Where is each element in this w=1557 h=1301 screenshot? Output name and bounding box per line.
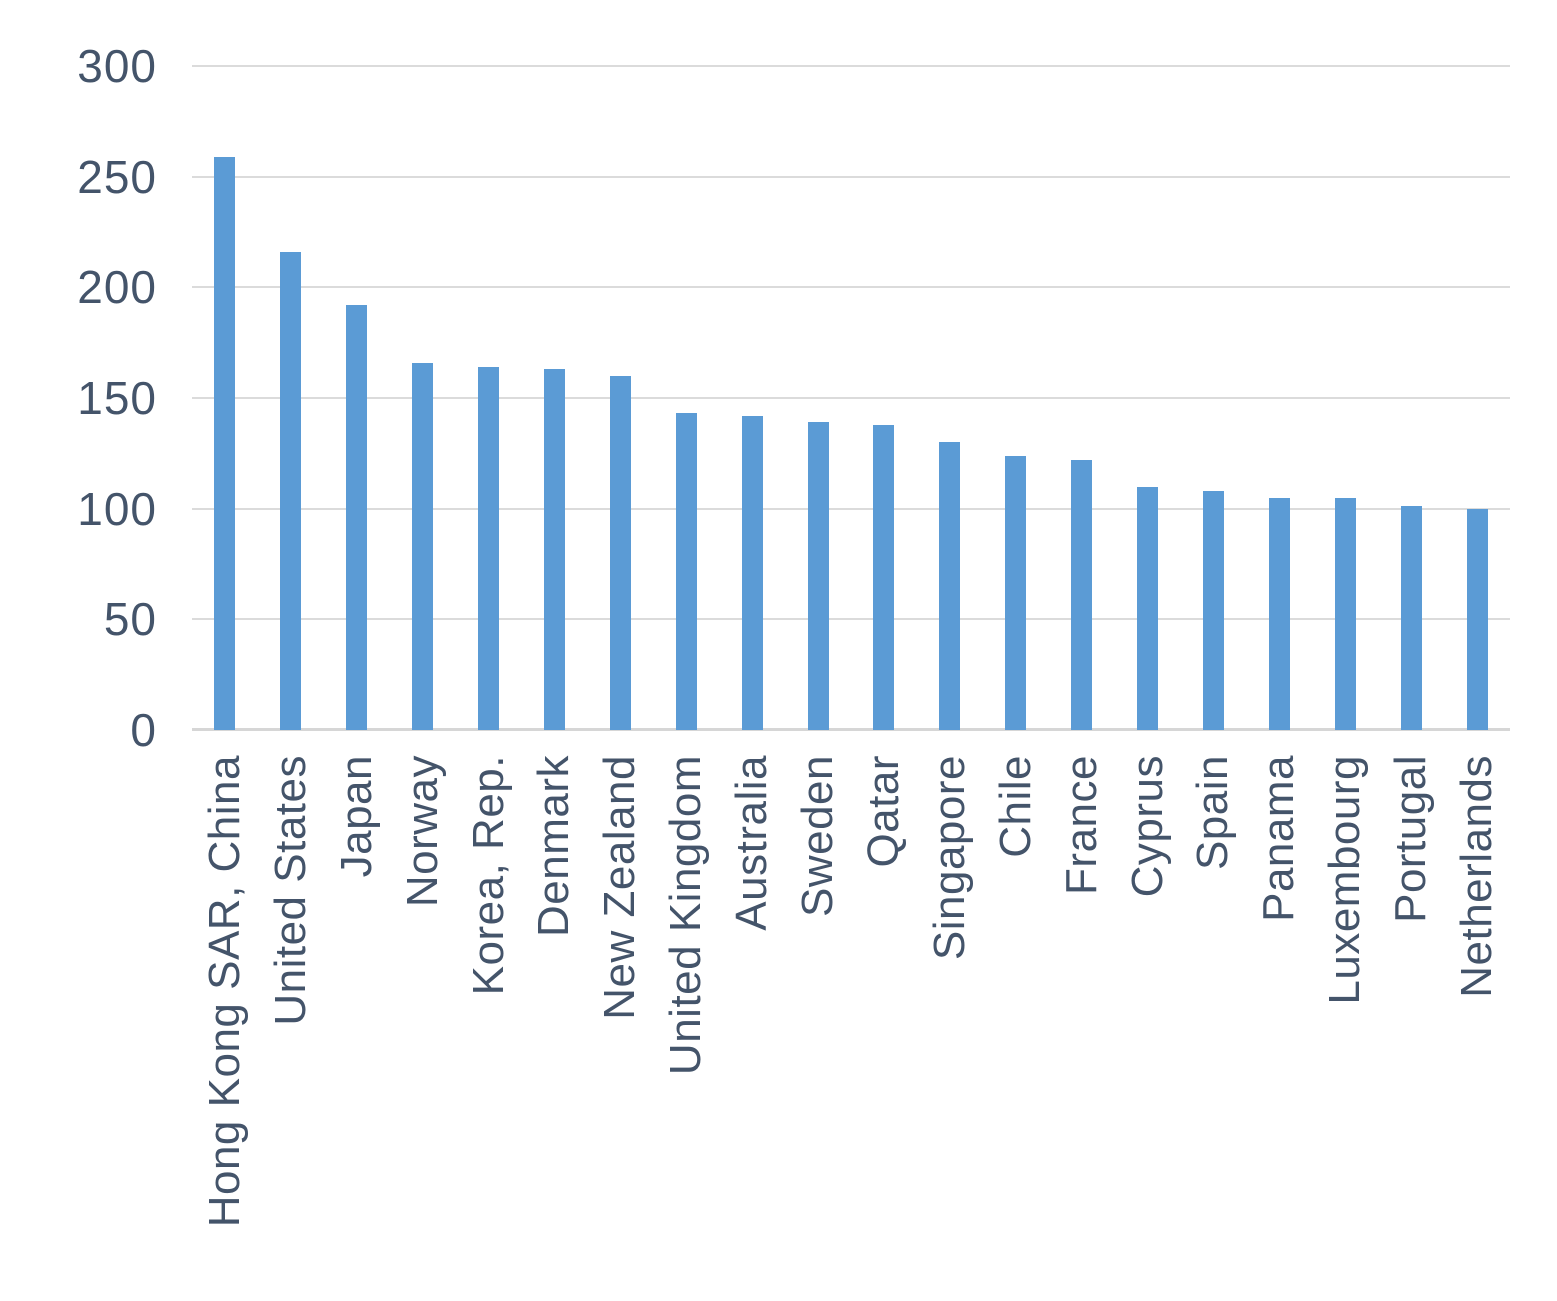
bar-cyprus [1137, 487, 1158, 730]
x-axis-label: Spain [1188, 755, 1237, 871]
x-axis-label: Norway [398, 755, 447, 908]
gridline-y-200 [192, 286, 1510, 289]
bar-qatar [873, 425, 894, 730]
gridline-y-50 [192, 618, 1510, 621]
x-axis-label: France [1057, 755, 1106, 895]
x-axis-label: Panama [1254, 755, 1303, 922]
y-axis-tick-label: 0 [130, 704, 157, 756]
bar-united-kingdom [676, 413, 697, 730]
bar-united-states [280, 252, 301, 730]
bar-denmark [544, 369, 565, 730]
y-axis-tick-label: 50 [103, 593, 157, 646]
bar-portugal [1401, 506, 1422, 730]
x-axis-label: United States [266, 755, 315, 1026]
bar-spain [1203, 491, 1224, 730]
bar-chile [1005, 456, 1026, 730]
y-axis-tick-label: 300 [77, 40, 157, 92]
gridline-y-100 [192, 507, 1510, 510]
y-axis-tick-label: 150 [77, 372, 157, 424]
x-axis-label: Sweden [793, 755, 842, 918]
y-axis-tick-label: 100 [77, 482, 157, 535]
bar-luxembourg [1335, 498, 1356, 730]
x-axis-label: Netherlands [1452, 755, 1501, 998]
x-axis-line [192, 728, 1510, 731]
x-axis-label: Japan [332, 755, 381, 878]
gridline-y-300 [192, 65, 1510, 67]
y-axis-tick-label: 200 [77, 261, 157, 314]
bar-hong-kong-sar-china [214, 157, 235, 730]
x-axis-label: Cyprus [1123, 755, 1172, 898]
x-axis-label: Luxembourg [1320, 755, 1369, 1005]
bar-singapore [939, 442, 960, 730]
gridline-y-150 [192, 397, 1510, 399]
bar-panama [1269, 498, 1290, 730]
x-axis-label: Chile [991, 755, 1040, 858]
x-axis-label: Korea, Rep. [464, 755, 513, 996]
bar-france [1071, 460, 1092, 730]
bar-norway [412, 363, 433, 730]
bar-australia [742, 416, 763, 730]
bar-sweden [808, 422, 829, 730]
x-axis-label: Qatar [859, 755, 908, 868]
gridline-y-250 [192, 175, 1510, 178]
plot-area [192, 65, 1510, 731]
x-axis-label: Portugal [1386, 755, 1435, 923]
bar-new-zealand [610, 376, 631, 730]
bar-japan [346, 305, 367, 730]
bar-korea-rep [478, 367, 499, 730]
x-axis-label: Singapore [925, 755, 974, 961]
x-axis-label: United Kingdom [661, 755, 710, 1076]
x-axis-label: New Zealand [595, 755, 644, 1020]
y-axis-tick-label: 250 [77, 150, 157, 203]
bar-netherlands [1467, 509, 1488, 730]
x-axis-label: Denmark [529, 755, 578, 937]
x-axis-label: Hong Kong SAR, China [200, 755, 249, 1228]
x-axis-label: Australia [727, 755, 776, 931]
